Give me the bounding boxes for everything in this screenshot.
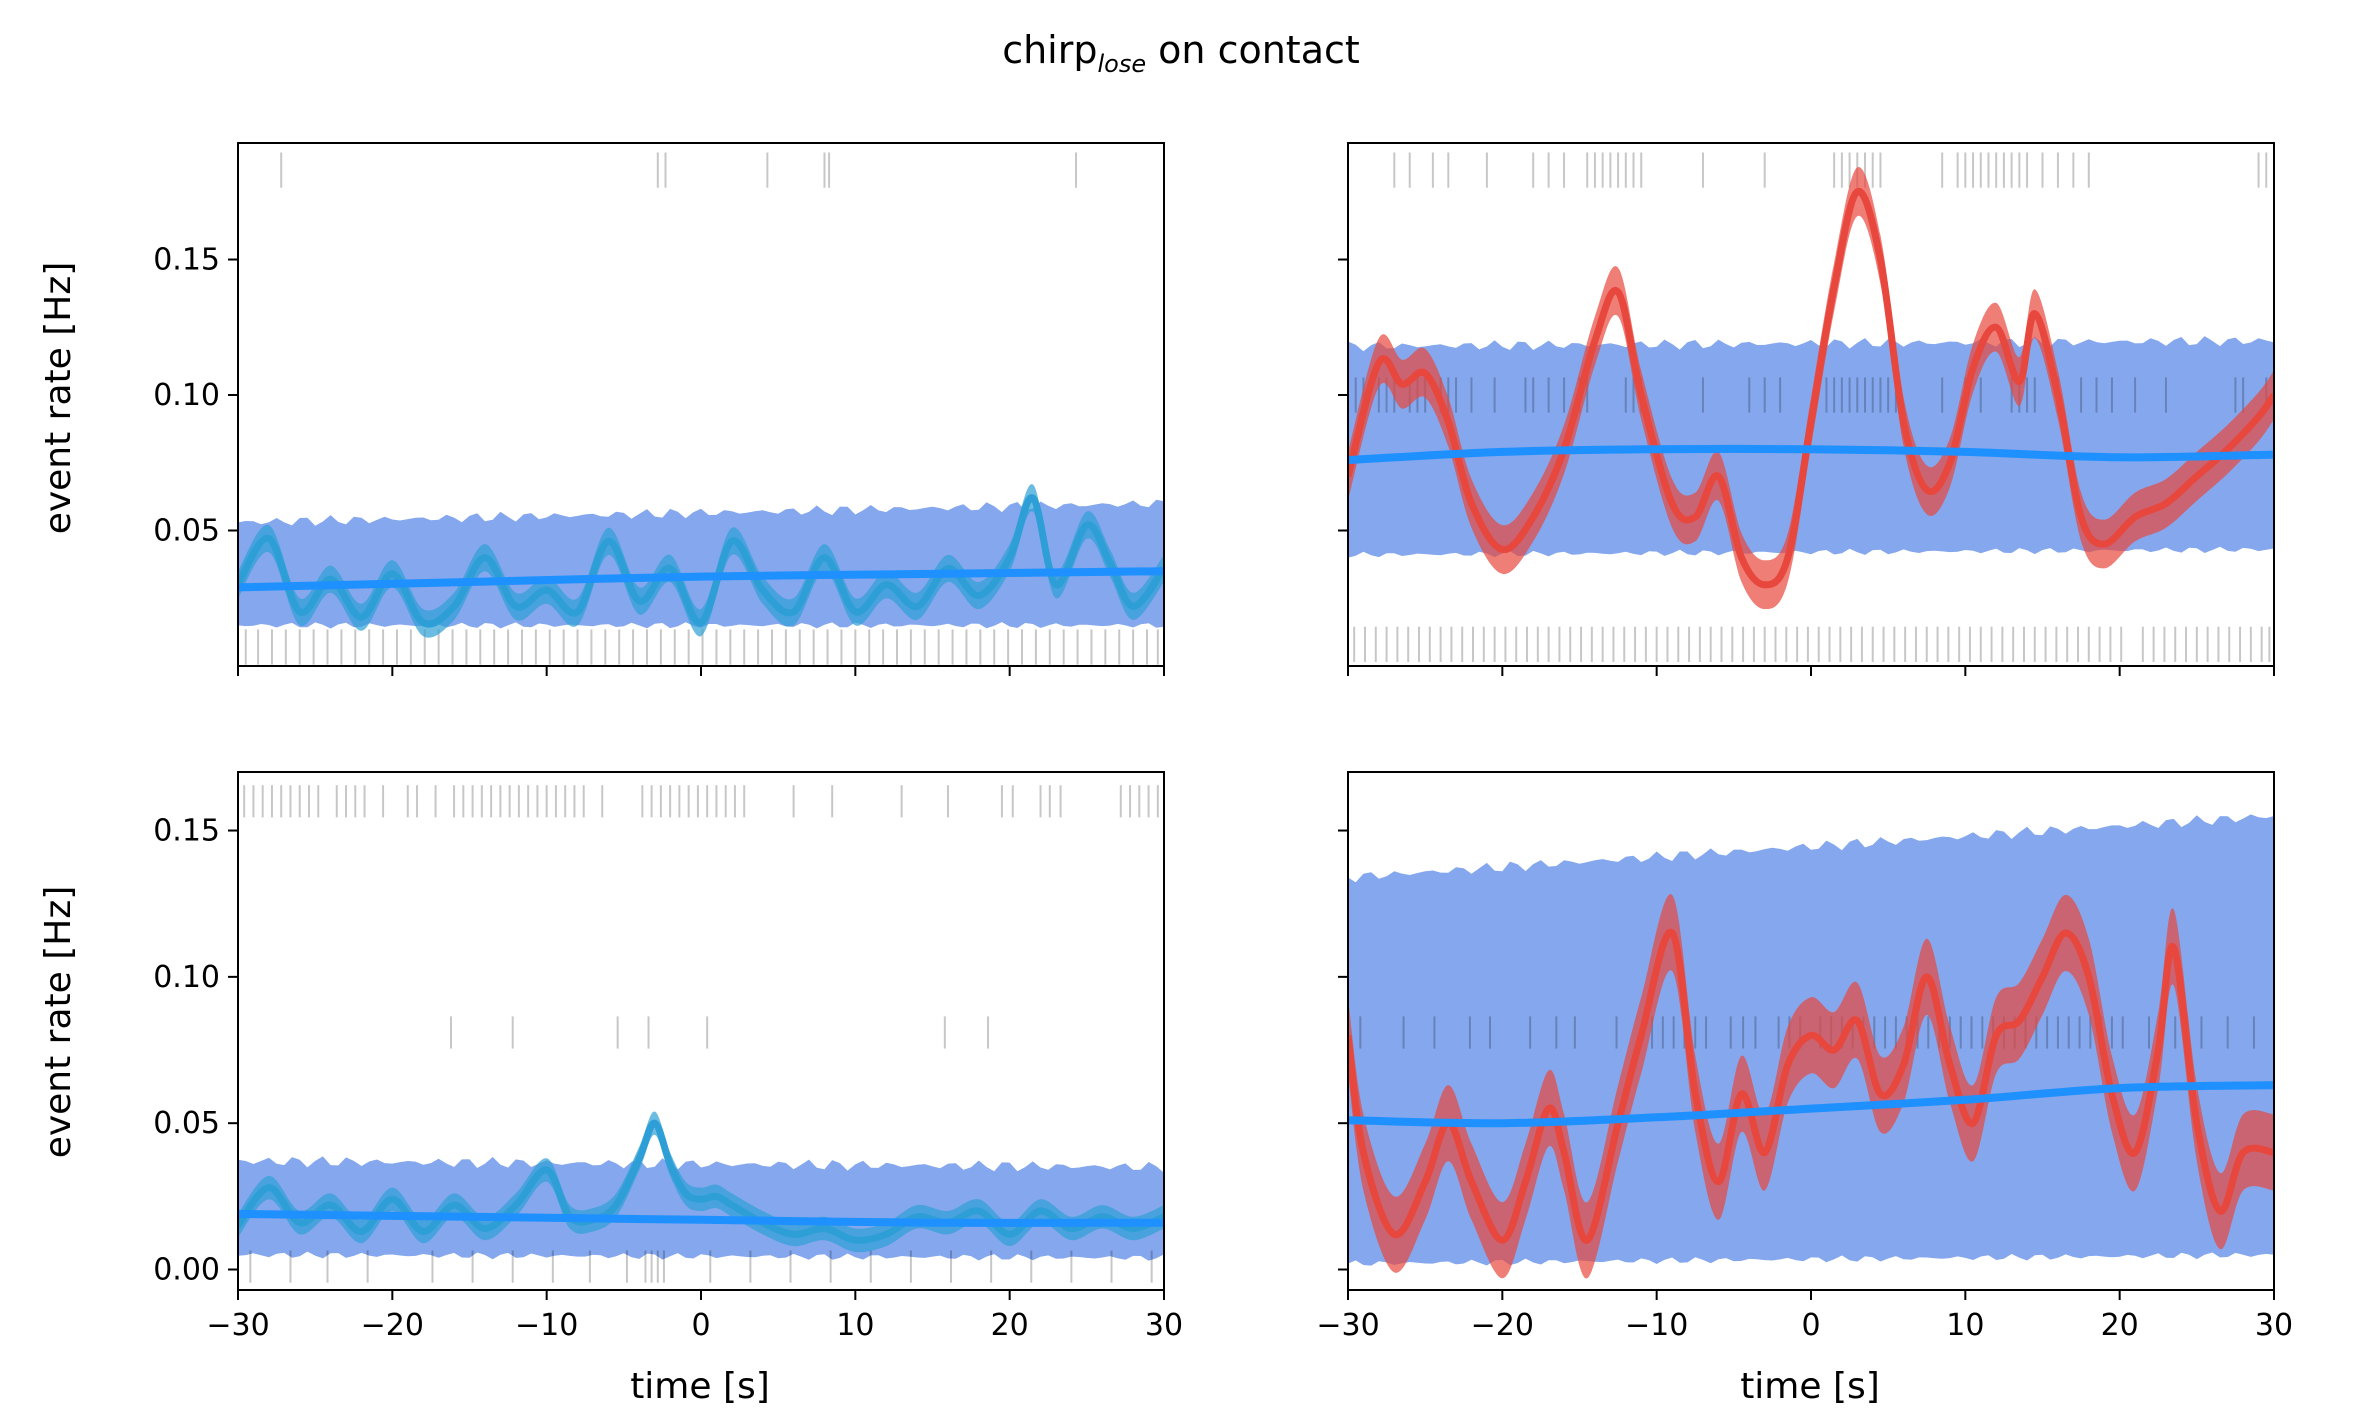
top-left-raster-row	[244, 629, 1159, 665]
bottom-left-xtick-label: −20	[361, 1308, 424, 1343]
bottom-left-ytick-label: 0.05	[153, 1106, 220, 1141]
bottom-left-xtick-label: 20	[991, 1308, 1029, 1343]
top-left-raster-row	[280, 152, 1078, 188]
bottom-left-xtick-label: 0	[691, 1308, 710, 1343]
bottom-left-plot-area	[238, 785, 1164, 1283]
bottom-right-xtick-label: −20	[1471, 1308, 1534, 1343]
bottom-left-xtick-label: −30	[206, 1308, 269, 1343]
top-left-baseline-line	[238, 567, 1164, 592]
panel-top-left: event rate [Hz] 0.05 0.10 0.15	[38, 142, 1165, 676]
bottom-left-xtick-label: −10	[515, 1308, 578, 1343]
top-right-raster-row	[1393, 152, 2268, 188]
bottom-right-plot-area	[1348, 814, 2274, 1279]
top-left-signal-band	[238, 484, 1164, 638]
panel-bottom-left: event rate [Hz] time [s] −30 −20 −10 0 10 20 3…	[38, 771, 1183, 1407]
bottom-left-signal-line	[238, 1119, 1164, 1244]
bottom-right-xtick-label: 30	[2255, 1308, 2293, 1343]
top-left-plot-area	[238, 152, 1164, 665]
bottom-right-baseline-line	[1348, 1081, 2274, 1128]
ylabel-top-left: event rate [Hz]	[38, 262, 79, 535]
bottom-left-ytick-label: 0.00	[153, 1253, 220, 1288]
xlabel-bottom-right: time [s]	[1740, 1366, 1880, 1407]
bottom-left-raster-row	[249, 1250, 1153, 1283]
bottom-left-raster-row	[243, 785, 1159, 818]
bottom-left-raster-row	[449, 1016, 990, 1049]
bottom-right-xtick-label: 0	[1801, 1308, 1820, 1343]
bottom-right-xtick-label: −10	[1625, 1308, 1688, 1343]
top-right-baseline-line	[1348, 444, 2274, 465]
top-left-ytick-label: 0.10	[153, 378, 220, 413]
bottom-right-xtick-label: −30	[1316, 1308, 1379, 1343]
bottom-right-xtick-label: 20	[2101, 1308, 2139, 1343]
bottom-left-xtick-label: 30	[1145, 1308, 1183, 1343]
xlabel-bottom-left: time [s]	[630, 1366, 770, 1407]
bottom-left-ytick-label: 0.15	[153, 814, 220, 849]
bottom-left-ytick-label: 0.10	[153, 960, 220, 995]
bottom-right-signal-band	[1348, 894, 2274, 1279]
top-right-signal-line	[1348, 188, 2274, 589]
top-left-ytick-label: 0.15	[153, 243, 220, 278]
top-right-raster-row	[1353, 626, 2271, 662]
ylabel-bottom-left: event rate [Hz]	[38, 886, 79, 1159]
figure-title: chirplose on contact	[1002, 28, 1360, 78]
top-left-signal-line	[238, 494, 1164, 628]
bottom-right-xtick-label: 10	[1946, 1308, 1984, 1343]
top-left-ytick-label: 0.05	[153, 514, 220, 549]
panel-bottom-right: time [s] −30 −20 −10 0 10 20 30	[1316, 771, 2293, 1407]
bottom-right-signal-line	[1348, 928, 2274, 1244]
panel-top-right	[1338, 142, 2275, 676]
bottom-left-xtick-label: 10	[836, 1308, 874, 1343]
top-right-plot-area	[1348, 152, 2274, 662]
bottom-left-baseline-line	[238, 1209, 1164, 1227]
